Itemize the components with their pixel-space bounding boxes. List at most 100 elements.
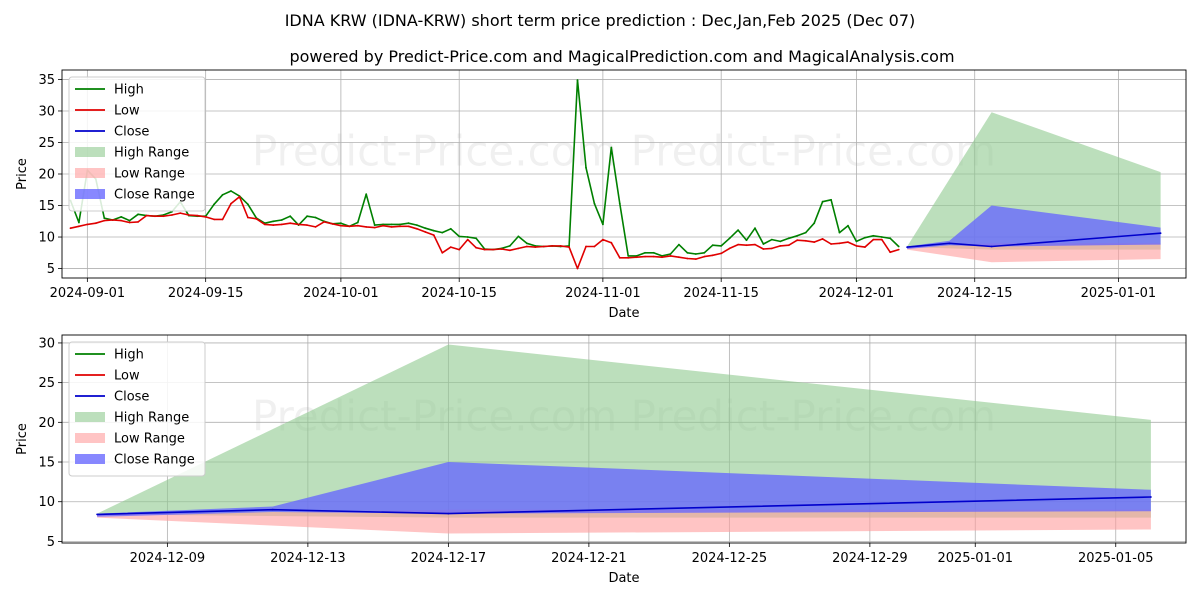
legend: High Low Close High Range Low Range Close Ran… — [68, 341, 206, 477]
data-point-high — [610, 146, 613, 149]
data-point-high — [754, 227, 756, 230]
data-point-high — [103, 217, 106, 220]
data-point-low — [652, 255, 655, 258]
panel-frame — [61, 334, 1187, 544]
data-point-low — [213, 218, 216, 221]
x-tick-label: 2024-09-01 — [50, 286, 126, 301]
data-point-low — [162, 215, 165, 218]
data-point-low — [314, 226, 317, 228]
data-point-low — [787, 244, 790, 247]
data-point-high — [441, 231, 444, 234]
data-point-close — [1159, 232, 1162, 235]
y-axis-label: Price — [15, 423, 30, 455]
data-point-high — [399, 223, 401, 226]
data-point-low — [602, 238, 604, 241]
data-point-low — [813, 241, 816, 244]
legend-label: Low Range — [114, 432, 185, 447]
data-point-high — [686, 251, 689, 254]
data-point-low — [356, 224, 359, 227]
y-axis-label: Price — [15, 158, 30, 190]
data-point-high — [306, 215, 308, 218]
data-point-high — [137, 213, 140, 216]
data-point-high — [356, 221, 359, 224]
data-point-high — [838, 231, 841, 234]
data-point-high — [864, 236, 866, 239]
data-point-high — [120, 216, 123, 218]
data-point-high — [432, 229, 435, 232]
data-point-low — [864, 246, 866, 249]
data-point-low — [416, 227, 418, 230]
data-point-high — [720, 245, 723, 247]
data-point-low — [111, 219, 114, 221]
data-point-high — [272, 220, 275, 223]
data-point-high — [314, 216, 317, 219]
data-point-low — [154, 215, 156, 218]
y-tick-label: 30 — [38, 104, 55, 119]
data-point-low — [500, 248, 503, 250]
data-point-low — [424, 231, 427, 233]
data-point-low — [441, 251, 444, 254]
x-tick-label: 2024-09-15 — [168, 286, 244, 301]
data-point-high — [669, 253, 672, 255]
data-point-low — [711, 254, 714, 257]
plot-area — [96, 344, 1152, 534]
data-point-high — [466, 236, 469, 238]
data-point-low — [754, 243, 756, 246]
data-point-low — [838, 242, 841, 245]
data-point-low — [340, 224, 342, 227]
data-point-low — [559, 245, 562, 247]
x-tick-label: 2024-10-15 — [421, 286, 497, 301]
data-point-low — [263, 223, 266, 226]
x-tick-label: 2025-01-05 — [1078, 551, 1154, 566]
data-point-low — [128, 221, 131, 224]
data-point-low — [238, 195, 241, 198]
data-point-low — [297, 223, 300, 226]
chart-title: IDNA KRW (IDNA-KRW) short term price pre… — [285, 11, 916, 30]
data-point-high — [889, 237, 892, 240]
data-point-low — [585, 245, 587, 248]
x-tick-label: 2024-11-01 — [565, 286, 641, 301]
data-point-high — [416, 224, 418, 227]
y-tick-label: 10 — [38, 495, 55, 510]
data-point-low — [171, 214, 173, 216]
data-point-high — [340, 222, 342, 225]
y-tick-label: 5 — [47, 262, 55, 277]
data-point-low — [618, 256, 621, 259]
data-point-high — [796, 234, 799, 237]
data-point-low — [737, 243, 739, 246]
data-point-low — [779, 245, 782, 247]
data-point-high — [678, 243, 680, 246]
data-point-low — [86, 223, 89, 226]
data-point-low — [703, 255, 706, 258]
data-point-low — [483, 248, 486, 251]
data-point-low — [593, 245, 596, 248]
plot-area — [69, 79, 1162, 270]
data-point-low — [458, 248, 461, 251]
data-point-low — [771, 247, 773, 250]
data-point-low — [432, 234, 435, 237]
band-high-range — [97, 344, 1151, 518]
data-point-low — [323, 221, 325, 223]
x-tick-label: 2024-12-29 — [832, 551, 908, 566]
data-point-low — [728, 247, 731, 250]
data-point-high — [602, 223, 604, 226]
legend-label: Close — [114, 125, 149, 140]
data-point-low — [627, 256, 630, 259]
legend-swatch-high-range — [75, 412, 105, 422]
data-point-low — [179, 212, 182, 215]
data-point-high — [280, 219, 283, 221]
x-tick-label: 2024-12-25 — [692, 551, 768, 566]
data-point-high — [213, 203, 216, 206]
data-point-low — [694, 258, 697, 260]
data-point-low — [745, 244, 748, 247]
y-tick-label: 35 — [38, 73, 55, 88]
legend-label: Low — [114, 104, 140, 119]
data-point-low — [289, 222, 292, 225]
data-point-low — [247, 216, 249, 219]
data-point-low — [847, 241, 849, 244]
data-point-close — [96, 513, 98, 516]
legend-label: High — [114, 348, 144, 363]
legend-swatch-high-range — [75, 147, 105, 157]
legend-swatch-low-range — [75, 433, 105, 443]
data-point-close — [1150, 496, 1152, 498]
